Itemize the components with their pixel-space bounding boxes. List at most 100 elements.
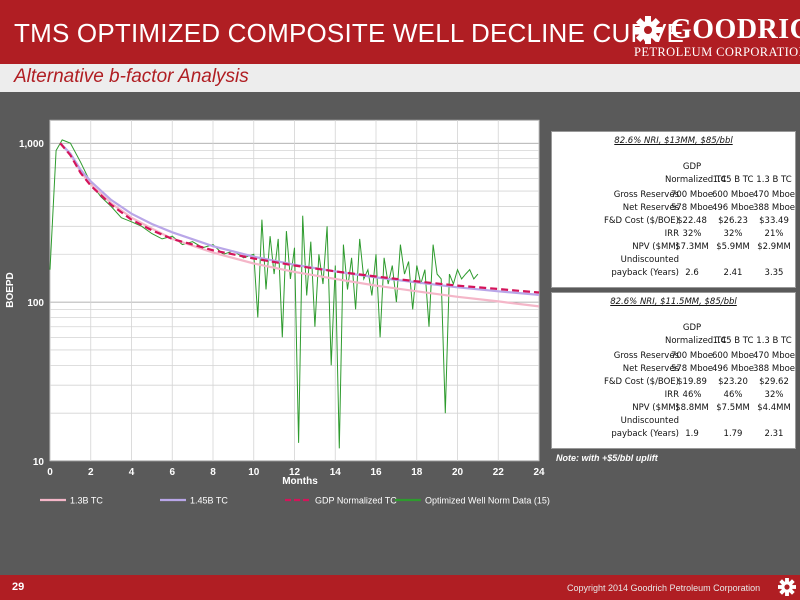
column-header: 1.3 B TC [756, 336, 792, 346]
table-cell: 388 Mboe [752, 364, 796, 374]
table-cell: 32% [682, 229, 702, 239]
table-row: Net Reserves 578 Mboe 496 Mboe 388 Mboe [552, 203, 795, 216]
slide-title: TMS OPTIMIZED COMPOSITE WELL DECLINE CUR… [14, 18, 685, 48]
copyright-text: Copyright 2014 Goodrich Petroleum Corpor… [567, 583, 761, 593]
gear-logo-icon [634, 16, 662, 44]
table-caption: 82.6% NRI, $13MM, $85/bbl [614, 136, 733, 146]
row-label: F&D Cost ($/BOE) [603, 377, 679, 387]
table-cell: $5.9MM [716, 242, 750, 252]
row-label: NPV ($MM) [632, 403, 679, 413]
table-cell: $4.4MM [757, 403, 791, 413]
column-header: GDP [682, 323, 702, 333]
row-label: Net Reserves [622, 364, 679, 374]
series-line-1-45b-tc [59, 142, 540, 296]
uplift-note: Note: with +$5/bbl uplift [556, 453, 658, 463]
table-cell: $22.48 [677, 216, 707, 226]
row-label: Gross Reserves [613, 190, 679, 200]
x-tick-label: 4 [129, 467, 135, 478]
logo-wordmark: GOODRICH [670, 14, 800, 45]
legend-label: GDP Normalized TC [315, 496, 397, 506]
table-cell: 496 Mboe [711, 364, 755, 374]
column-header: Normalized TC [665, 175, 727, 185]
table-cell: 32% [723, 229, 743, 239]
column-header: Normalized TC [665, 336, 727, 346]
page-number: 29 [12, 581, 25, 593]
table-cell: 32% [764, 390, 784, 400]
row-label: F&D Cost ($/BOE) [603, 216, 679, 226]
table-row: IRR 46% 46% 32% [552, 390, 795, 403]
row-label: payback (Years) [611, 429, 679, 439]
table-row: Gross Reserves 700 Mboe 600 Mboe 470 Mboe [552, 190, 795, 203]
table-row: NPV ($MM) $7.3MM $5.9MM $2.9MM [552, 242, 795, 255]
economics-table-2: 82.6% NRI, $11.5MM, $85/bbl GDP Normalized… [551, 292, 796, 449]
row-label: Net Reserves [622, 203, 679, 213]
chart-legend: 1.3B TC 1.45B TC GDP Normalized TC Optimize… [40, 496, 550, 506]
table-cell: 46% [682, 390, 702, 400]
subtitle-bar: Alternative b-factor Analysis [0, 64, 800, 92]
table-cell: 3.35 [764, 268, 784, 278]
gear-logo-icon [778, 578, 796, 596]
slide-subtitle: Alternative b-factor Analysis [14, 66, 249, 87]
x-axis-label: Months [282, 476, 318, 487]
table-cell: 2.6 [685, 268, 699, 278]
column-header: 1.3 B TC [756, 175, 792, 185]
table-row: NPV ($MM) $8.8MM $7.5MM $4.4MM [552, 403, 795, 416]
y-axis-label: BOEPD [5, 272, 16, 308]
table-cell: 700 Mboe [670, 190, 714, 200]
x-tick-label: 8 [210, 467, 216, 478]
header-bar: TMS OPTIMIZED COMPOSITE WELL DECLINE CUR… [0, 0, 800, 64]
x-tick-label: 16 [370, 467, 382, 478]
series-layer [49, 139, 540, 449]
legend-label: Optimized Well Norm Data (15) [425, 496, 550, 506]
table-cell: $33.49 [759, 216, 789, 226]
table-cell: 1.79 [723, 429, 743, 439]
table-cell: 21% [764, 229, 784, 239]
x-tick-label: 12 [289, 467, 301, 478]
table-row: Undiscounted [552, 255, 795, 268]
table-caption: 82.6% NRI, $11.5MM, $85/bbl [610, 297, 737, 307]
table-cell: 2.41 [723, 268, 743, 278]
economics-table-1: 82.6% NRI, $13MM, $85/bbl GDP Normalized T… [551, 131, 796, 288]
table-row: payback (Years) 1.9 1.79 2.31 [552, 429, 795, 442]
series-line-gdp-normalized-tc [59, 142, 540, 294]
table-row: F&D Cost ($/BOE) $22.48 $26.23 $33.49 [552, 216, 795, 229]
table-header-row: Normalized TC 1.45 B TC 1.3 B TC [552, 336, 795, 349]
x-tick-label: 2 [88, 467, 94, 478]
table-row: Gross Reserves 700 Mboe 600 Mboe 470 Mboe [552, 351, 795, 364]
table-cell: 1.9 [685, 429, 699, 439]
row-label: Gross Reserves [613, 351, 679, 361]
row-label: NPV ($MM) [632, 242, 679, 252]
column-header: GDP [682, 162, 702, 172]
row-label: Undiscounted [620, 255, 679, 265]
table-cell: $2.9MM [757, 242, 791, 252]
table-row: payback (Years) 2.6 2.41 3.35 [552, 268, 795, 281]
y-tick-label: 10 [33, 457, 45, 468]
row-label: payback (Years) [611, 268, 679, 278]
x-tick-label: 20 [452, 467, 464, 478]
company-logo: GOODRICH PETROLEUM CORPORATION [618, 10, 800, 62]
x-tick-label: 14 [330, 467, 342, 478]
table-cell: 46% [723, 390, 743, 400]
footer-bar: 29 Copyright 2014 Goodrich Petroleum Cor… [0, 575, 800, 600]
table-cell: 470 Mboe [752, 190, 796, 200]
table-cell: $19.89 [677, 377, 707, 387]
table-cell: 600 Mboe [711, 190, 755, 200]
table-cell: $23.20 [718, 377, 748, 387]
table-cell: $29.62 [759, 377, 789, 387]
row-label: Undiscounted [620, 416, 679, 426]
x-tick-label: 24 [533, 467, 545, 478]
table-row: F&D Cost ($/BOE) $19.89 $23.20 $29.62 [552, 377, 795, 390]
x-tick-label: 10 [248, 467, 260, 478]
y-tick-label: 100 [27, 298, 44, 309]
table-header-row: Normalized TC 1.45 B TC 1.3 B TC [552, 175, 795, 188]
table-cell: $8.8MM [675, 403, 709, 413]
x-tick-label: 0 [47, 467, 53, 478]
column-header: 1.45 B TC [712, 175, 754, 185]
table-header-row: GDP [552, 323, 795, 336]
logo-subtext: PETROLEUM CORPORATION [634, 45, 800, 59]
legend-label: 1.3B TC [70, 496, 103, 506]
column-header: 1.45 B TC [712, 336, 754, 346]
table-cell: 2.31 [764, 429, 784, 439]
